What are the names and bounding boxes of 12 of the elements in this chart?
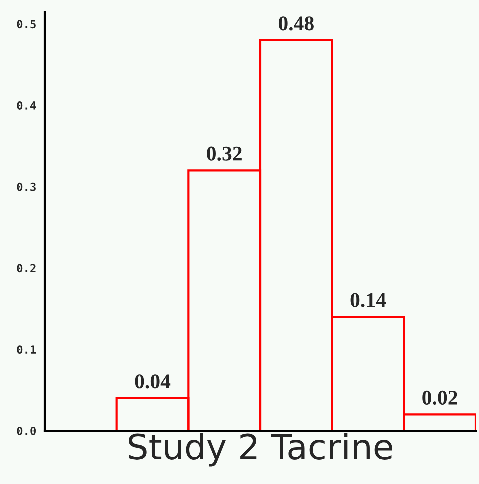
y-tick-label: 0.4 <box>17 102 36 110</box>
y-tick-label: 0.1 <box>17 346 36 354</box>
data-label: 0.48 <box>278 16 314 31</box>
y-tick-label: 0.3 <box>17 182 36 192</box>
data-label: 0.02 <box>422 390 458 406</box>
x-axis-title: Study 2 Tacrine <box>129 433 392 467</box>
data-label: 0.14 <box>350 293 386 308</box>
data-label: 0.04 <box>135 374 171 389</box>
y-tick-label: 0.2 <box>17 264 36 273</box>
y-tick-label: 0.0 <box>17 426 36 436</box>
data-label: 0.32 <box>207 146 242 161</box>
y-tick-label: 0.5 <box>17 20 36 29</box>
